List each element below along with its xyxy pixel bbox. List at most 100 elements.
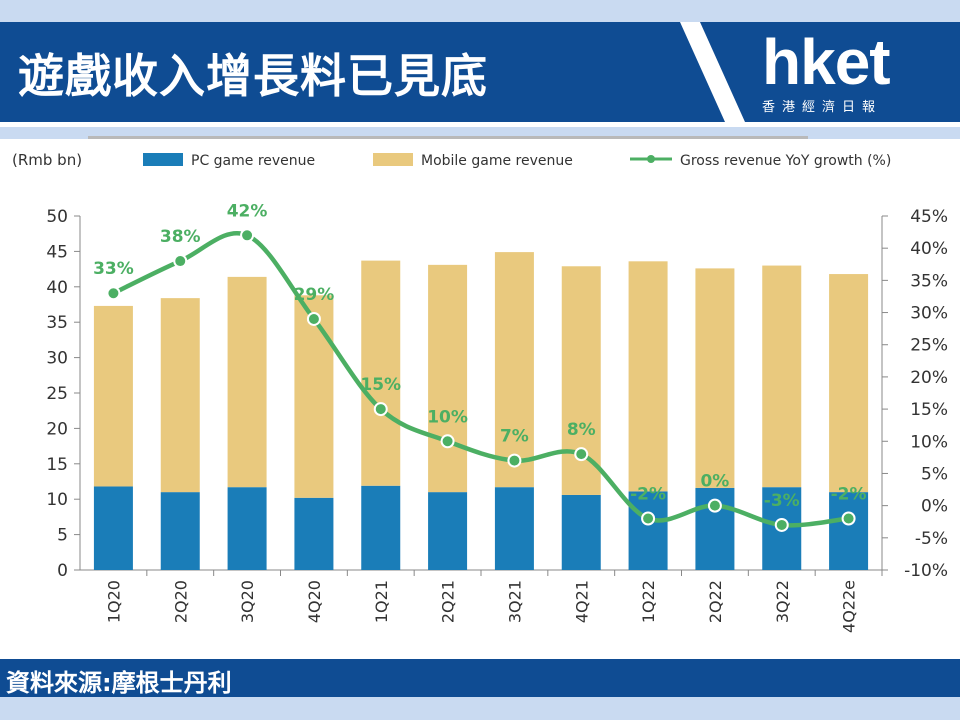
- legend-label-pc: PC game revenue: [191, 153, 315, 169]
- legend-label-mobile: Mobile game revenue: [421, 153, 573, 169]
- growth-point-3Q20: [240, 228, 255, 243]
- y-tick-label-right: 30%: [910, 304, 948, 324]
- header-bar: 遊戲收入增長料已見底 hket 香港經濟日報: [0, 22, 960, 122]
- bar-mobile-2Q20: [160, 298, 200, 493]
- growth-label-3Q22: -3%: [764, 491, 800, 511]
- growth-label-4Q22e: -2%: [831, 485, 867, 505]
- bar-mobile-3Q21: [494, 252, 534, 488]
- bar-mobile-3Q20: [227, 276, 267, 488]
- x-tick-label: 2Q20: [171, 580, 190, 623]
- bar-pc-4Q20: [294, 497, 334, 570]
- growth-point-4Q20: [306, 311, 321, 326]
- growth-point-4Q21: [574, 447, 589, 462]
- logo-subtitle: 香港經濟日報: [762, 100, 883, 115]
- bar-pc-2Q20: [160, 492, 200, 570]
- chart-bars: [93, 252, 869, 570]
- bar-mobile-4Q20: [294, 295, 334, 498]
- top-accent-strip: [0, 0, 960, 22]
- legend-swatch-pc: [143, 153, 183, 166]
- y-tick-label-left: 45: [46, 242, 68, 262]
- x-tick-label: 1Q20: [104, 580, 123, 623]
- growth-point-1Q21: [373, 402, 388, 417]
- y-tick-label-left: 15: [46, 455, 68, 475]
- y-tick-label-right: 15%: [910, 400, 948, 420]
- y-tick-label-right: 35%: [910, 271, 948, 291]
- y-tick-label-right: 0%: [921, 497, 948, 517]
- growth-line: [112, 231, 849, 528]
- bar-pc-1Q22: [628, 491, 668, 570]
- growth-label-1Q21: 15%: [360, 375, 401, 395]
- page-title: 遊戲收入增長料已見底: [18, 49, 488, 103]
- legend-swatch-mobile: [373, 153, 413, 166]
- growth-point-2Q20: [173, 254, 188, 269]
- y-tick-label-left: 40: [46, 278, 68, 298]
- x-tick-label: 4Q22e: [840, 580, 859, 633]
- bar-pc-2Q21: [428, 492, 468, 570]
- y-tick-label-right: 45%: [910, 207, 948, 227]
- logo-banner: [700, 22, 960, 122]
- x-tick-label: 2Q21: [439, 580, 458, 623]
- legend-marker-growth: [647, 155, 655, 163]
- y-tick-label-left: 0: [57, 561, 68, 581]
- bar-pc-4Q22e: [829, 492, 869, 570]
- bar-pc-3Q21: [494, 487, 534, 570]
- revenue-chart: (Rmb bn) PC game revenue Mobile game reven…: [12, 151, 948, 633]
- chart-top-rule: [88, 136, 808, 139]
- y-tick-label-right: -5%: [915, 529, 948, 549]
- y-tick-label-right: 10%: [910, 432, 948, 452]
- unit-label: (Rmb bn): [12, 151, 82, 169]
- bar-pc-3Q20: [227, 487, 267, 570]
- bar-mobile-2Q22: [695, 268, 735, 488]
- bar-pc-1Q21: [361, 485, 401, 570]
- bottom-accent-strip: [0, 697, 960, 720]
- growth-point-3Q22: [774, 517, 789, 532]
- y-tick-label-right: 40%: [910, 239, 948, 259]
- bar-mobile-1Q22: [628, 261, 668, 492]
- bar-mobile-1Q21: [361, 260, 401, 486]
- source-note: 資料來源:摩根士丹利: [6, 669, 232, 697]
- y-tick-label-left: 10: [46, 490, 68, 510]
- growth-line-group: 33% 38% 42% 29% 15% 10% 7% 8% -2% 0% -3% -2%: [93, 201, 867, 532]
- bar-mobile-3Q22: [762, 265, 802, 488]
- growth-label-2Q22: 0%: [700, 472, 729, 492]
- growth-point-2Q21: [440, 434, 455, 449]
- legend-label-growth: Gross revenue YoY growth (%): [680, 153, 891, 169]
- bar-mobile-4Q22e: [829, 274, 869, 493]
- bar-mobile-1Q20: [93, 305, 133, 487]
- growth-label-2Q21: 10%: [427, 407, 468, 427]
- source-bar: 資料來源:摩根士丹利: [0, 659, 960, 697]
- x-tick-label: 3Q20: [238, 580, 257, 623]
- chart-legend: (Rmb bn) PC game revenue Mobile game reven…: [12, 151, 891, 169]
- growth-label-4Q21: 8%: [567, 420, 596, 440]
- x-tick-label: 1Q21: [372, 580, 391, 623]
- y-tick-label-right: 5%: [921, 464, 948, 484]
- growth-point-2Q22: [707, 498, 722, 513]
- x-tick-label: 3Q21: [505, 580, 524, 623]
- growth-label-1Q22: -2%: [630, 485, 666, 505]
- growth-label-3Q21: 7%: [500, 427, 529, 447]
- growth-label-4Q20: 29%: [294, 285, 335, 305]
- y-tick-label-right: 25%: [910, 336, 948, 356]
- x-tick-label: 2Q22: [706, 580, 725, 623]
- hket-logo: hket: [762, 26, 891, 98]
- growth-point-1Q20: [106, 286, 121, 301]
- y-tick-label-left: 35: [46, 313, 68, 333]
- y-tick-label-left: 50: [46, 207, 68, 227]
- x-tick-label: 4Q21: [572, 580, 591, 623]
- bar-mobile-2Q21: [428, 264, 468, 493]
- y-tick-label-left: 5: [57, 526, 68, 546]
- x-tick-label: 3Q22: [773, 580, 792, 623]
- y-tick-label-left: 25: [46, 384, 68, 404]
- y-tick-label-left: 30: [46, 349, 68, 369]
- bar-pc-4Q21: [561, 494, 601, 570]
- growth-label-3Q20: 42%: [227, 201, 268, 221]
- y-tick-label-right: 20%: [910, 368, 948, 388]
- growth-point-1Q22: [641, 511, 656, 526]
- chart-axes: 0 5 10 15 20 25 30 35 40 45 50 -10% -5% 0% 5% 10% 15% 20%…: [46, 207, 948, 633]
- y-tick-label-right: -10%: [904, 561, 948, 581]
- bar-pc-1Q20: [93, 486, 133, 570]
- growth-point-3Q21: [507, 453, 522, 468]
- y-tick-label-left: 20: [46, 419, 68, 439]
- growth-label-1Q20: 33%: [93, 259, 134, 279]
- title-banner: [0, 22, 725, 122]
